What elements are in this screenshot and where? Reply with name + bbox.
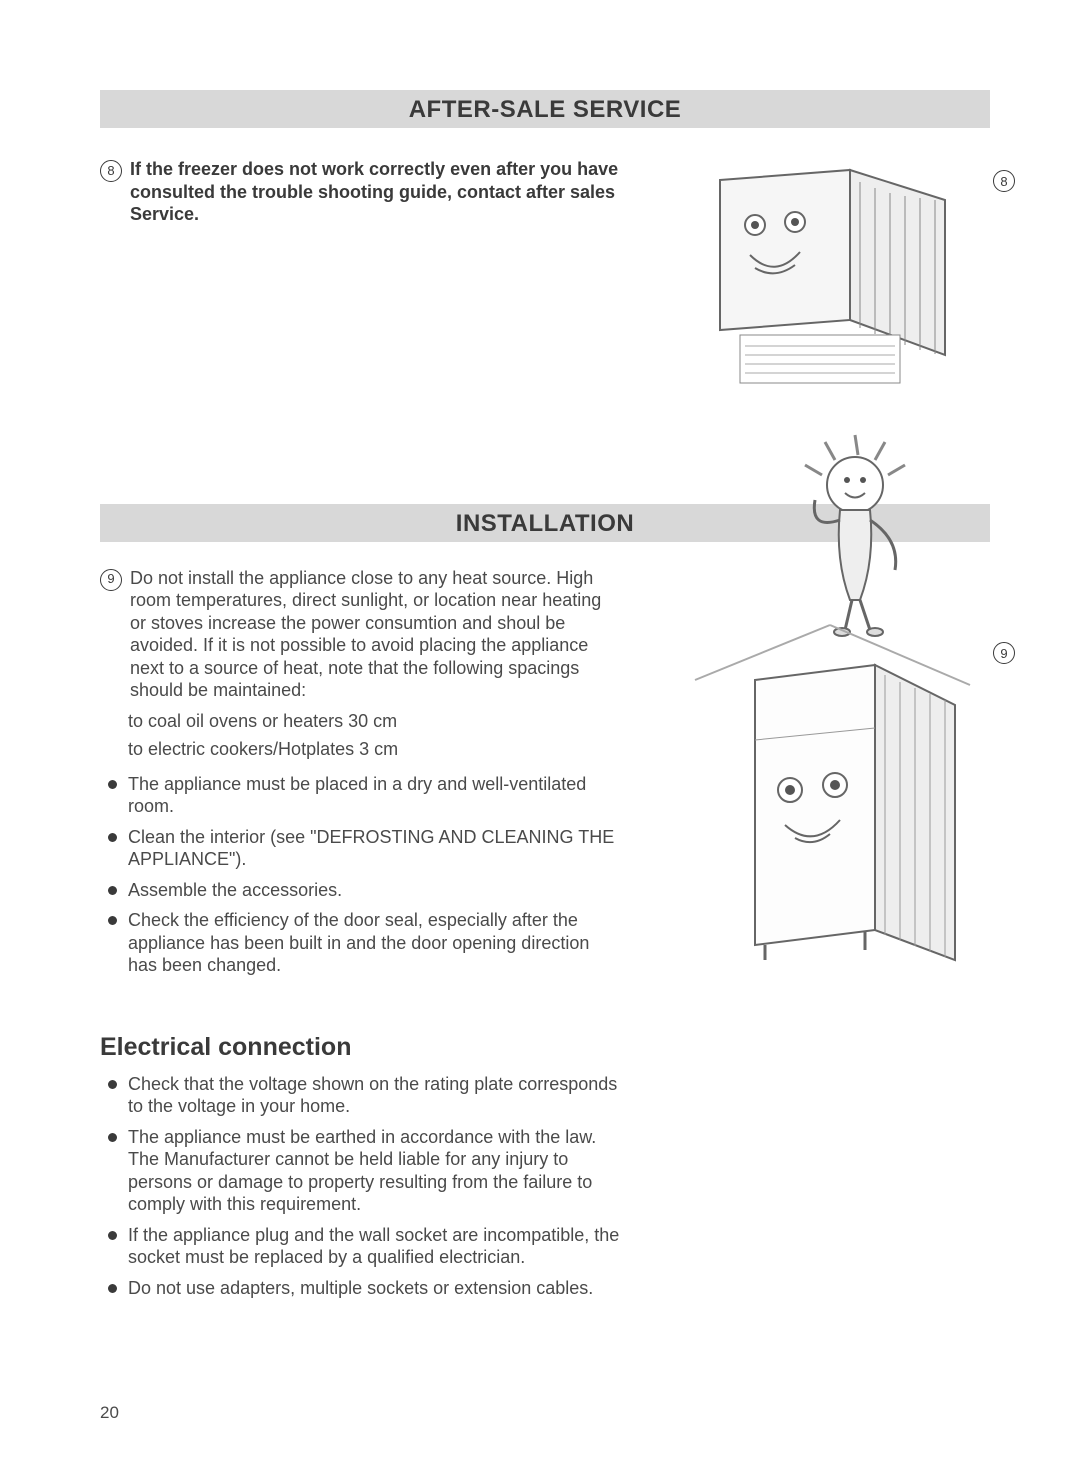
ref9-number: 9 [100, 569, 122, 591]
ref8-item: 8 If the freezer does not work correctly… [100, 158, 620, 226]
list-item: Do not use adapters, multiple sockets or… [104, 1277, 620, 1300]
list-item: Assemble the accessories. [104, 879, 620, 902]
after-sale-header: AFTER-SALE SERVICE [100, 90, 990, 128]
page-number: 20 [100, 1403, 119, 1423]
ref9-spacings: to coal oil ovens or heaters 30 cm to el… [128, 710, 620, 761]
ref9-body: Do not install the appliance close to an… [130, 567, 620, 702]
list-item: The appliance must be earthed in accorda… [104, 1126, 620, 1216]
install-text-col: 9 Do not install the appliance close to … [100, 567, 620, 1308]
elec-bullets: Check that the voltage shown on the rati… [104, 1073, 620, 1300]
fridge-open-icon [685, 620, 975, 980]
electrical-heading: Electrical connection [100, 1032, 620, 1063]
list-item: If the appliance plug and the wall socke… [104, 1224, 620, 1269]
ref8-number: 8 [100, 160, 122, 182]
spacing-electric: to electric cookers/Hotplates 3 cm [128, 738, 620, 761]
ref9-item: 9 Do not install the appliance close to … [100, 567, 620, 702]
sun-character-icon [780, 430, 930, 640]
after-sale-text-col: 8 If the freezer does not work correctly… [100, 158, 620, 234]
list-item: Check that the voltage shown on the rati… [104, 1073, 620, 1118]
ref8-text: If the freezer does not work correctly e… [130, 158, 620, 226]
list-item: Check the efficiency of the door seal, e… [104, 909, 620, 977]
margin-ref9-icon: 9 [993, 642, 1015, 664]
list-item: Clean the interior (see "DEFROSTING AND … [104, 826, 620, 871]
fridge-label-icon [700, 160, 960, 390]
margin-ref8-icon: 8 [993, 170, 1015, 192]
list-item: The appliance must be placed in a dry an… [104, 773, 620, 818]
spacing-coal: to coal oil ovens or heaters 30 cm [128, 710, 620, 733]
manual-page: AFTER-SALE SERVICE 8 If the freezer does… [0, 0, 1080, 1478]
install-bullets: The appliance must be placed in a dry an… [104, 773, 620, 977]
